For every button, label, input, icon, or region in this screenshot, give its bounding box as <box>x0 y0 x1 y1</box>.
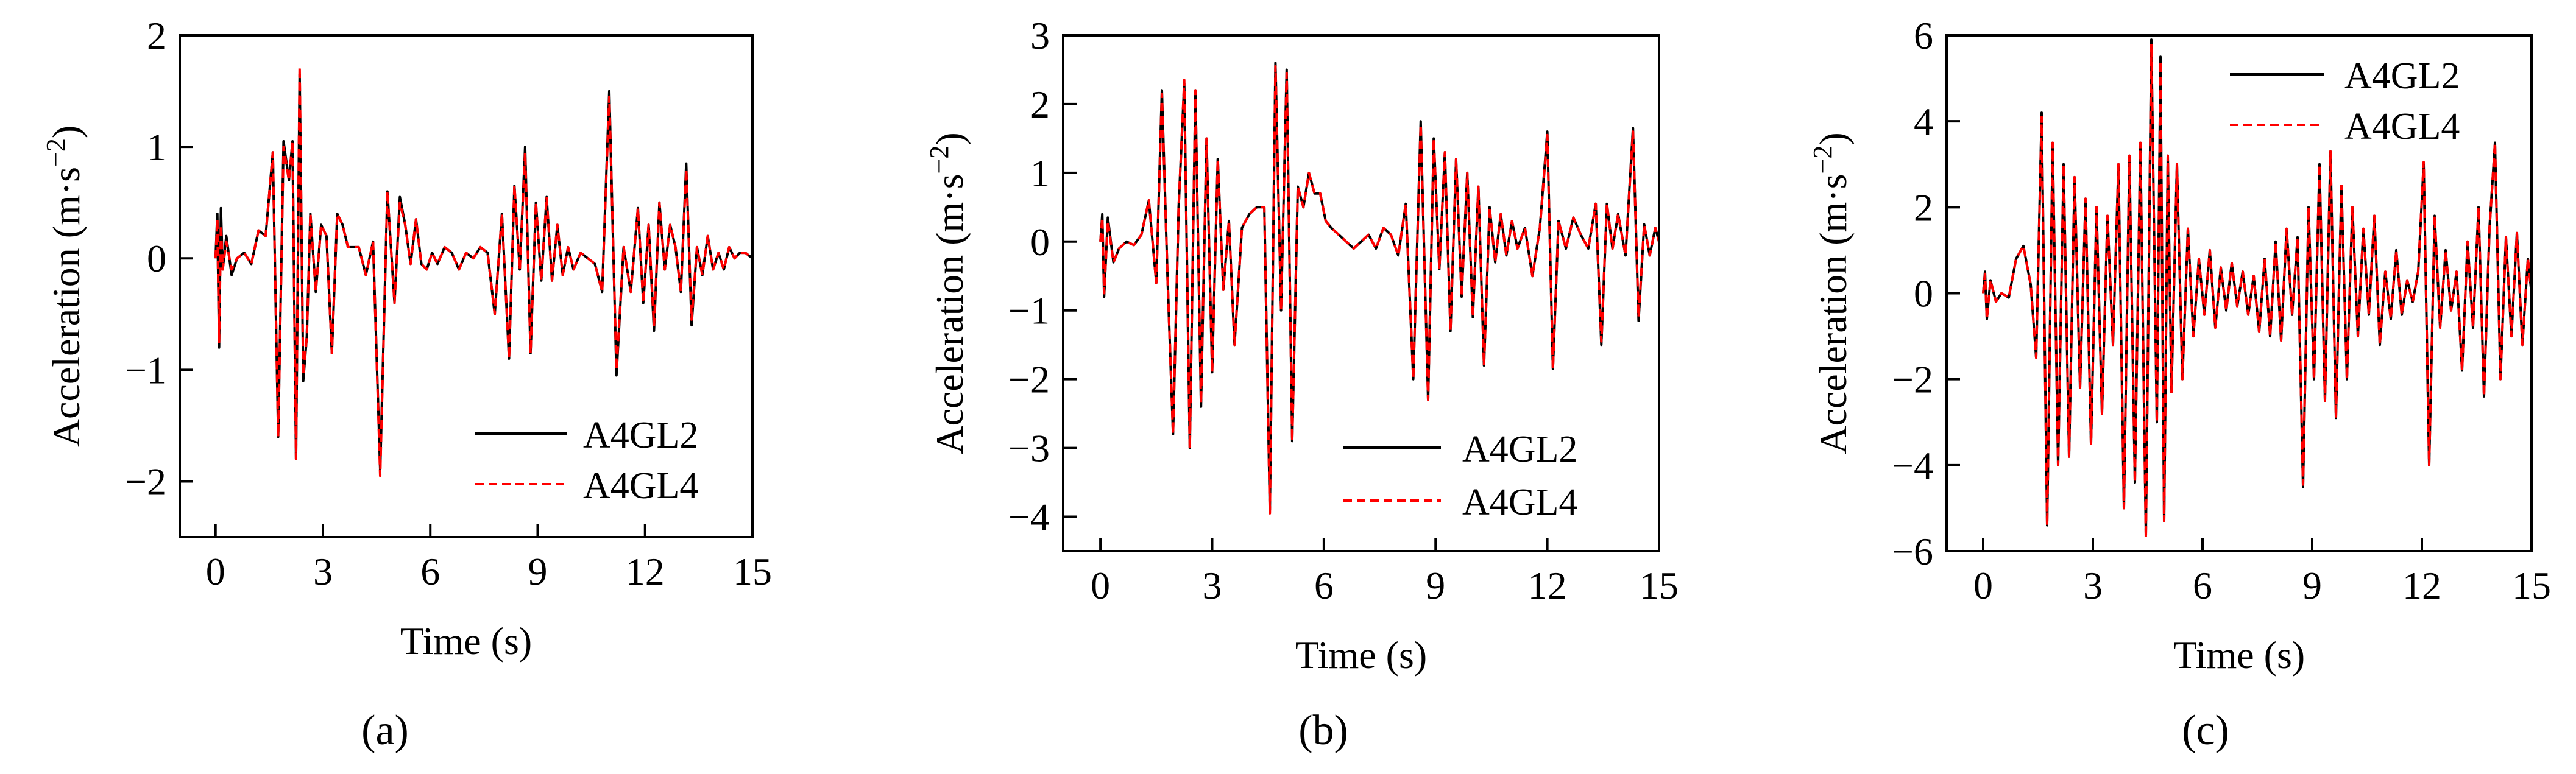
x-tick-label: 0 <box>1973 564 1993 607</box>
x-tick-label: 0 <box>1091 564 1110 607</box>
y-axis-label-sup: −2 <box>924 146 954 174</box>
legend-label-a4gl2: A4GL2 <box>1462 429 1577 470</box>
y-tick-label: −2 <box>125 460 166 503</box>
x-tick-label: 12 <box>1528 564 1567 607</box>
x-tick-label: 3 <box>2083 564 2103 607</box>
legend: A4GL2 A4GL4 <box>2230 55 2460 147</box>
y-tick-label: −2 <box>1008 358 1050 401</box>
series-line-a4gl4 <box>1099 65 1659 515</box>
y-axis-label-close: ) <box>1811 132 1855 145</box>
y-axis-label-sup: −2 <box>1808 146 1838 174</box>
series-line-a4gl4 <box>214 65 752 477</box>
y-tick-label: 6 <box>1914 14 1933 57</box>
y-axis-label: Acceleration (m·s−2) <box>1808 132 1855 454</box>
y-axis-label: Acceleration (m·s−2) <box>41 125 88 447</box>
legend-label-a4gl4: A4GL4 <box>1462 482 1577 523</box>
y-tick-label: 2 <box>147 14 166 57</box>
y-axis-label-main: Acceleration (m·s <box>928 174 971 454</box>
x-tick-label: 6 <box>420 550 440 593</box>
chart-panel-c: 0 3 6 9 12 15 −6 −4 −2 0 2 4 6 Time (s) Acceleration (… <box>1808 14 2551 754</box>
plot-frame <box>1062 34 1660 552</box>
y-tick-label: −1 <box>1008 289 1050 332</box>
x-tick-label: 15 <box>1640 564 1679 607</box>
y-tick-label: −6 <box>1892 530 1933 573</box>
panel-caption: (a) <box>361 707 409 754</box>
x-axis-label: Time (s) <box>1295 633 1427 677</box>
legend-label-a4gl2: A4GL2 <box>2344 55 2460 97</box>
x-tick-label: 15 <box>733 550 772 593</box>
series-line-a4gl4 <box>1982 43 2532 540</box>
legend: A4GL2 A4GL4 <box>475 415 698 507</box>
x-tick-label: 9 <box>1426 564 1445 607</box>
y-tick-label: 0 <box>1914 272 1933 315</box>
y-tick-label: −2 <box>1892 358 1933 401</box>
plot-frame <box>179 34 754 538</box>
x-tick-label: 3 <box>1203 564 1222 607</box>
x-axis-label: Time (s) <box>400 619 532 663</box>
y-tick-label: −3 <box>1008 427 1050 470</box>
x-tick-label: 15 <box>2512 564 2551 607</box>
x-tick-label: 6 <box>1314 564 1334 607</box>
x-tick-label: 9 <box>2302 564 2322 607</box>
y-tick-label: −4 <box>1892 444 1933 487</box>
y-tick-label: 1 <box>147 125 166 169</box>
y-tick-label: 2 <box>1914 186 1933 229</box>
y-axis-label-main: Acceleration (m·s <box>44 167 88 447</box>
panel-caption: (c) <box>2182 707 2229 754</box>
x-tick-label: 9 <box>528 550 548 593</box>
y-axis-label-main: Acceleration (m·s <box>1811 174 1855 454</box>
x-tick-label: 6 <box>2193 564 2212 607</box>
y-tick-label: 0 <box>1030 220 1050 264</box>
legend-label-a4gl2: A4GL2 <box>583 415 698 456</box>
x-tick-label: 0 <box>206 550 225 593</box>
legend-label-a4gl4: A4GL4 <box>583 465 698 507</box>
y-tick-label: 1 <box>1030 152 1050 195</box>
y-tick-label: −1 <box>125 348 166 392</box>
x-axis-label: Time (s) <box>2173 633 2305 677</box>
panel-caption: (b) <box>1298 707 1348 754</box>
y-axis-label: Acceleration (m·s−2) <box>924 132 971 454</box>
y-tick-label: −4 <box>1008 496 1050 539</box>
y-tick-label: 4 <box>1914 100 1933 143</box>
y-tick-label: 2 <box>1030 83 1050 126</box>
x-tick-label: 12 <box>626 550 665 593</box>
y-axis-label-close: ) <box>928 132 971 145</box>
x-tick-label: 12 <box>2402 564 2441 607</box>
y-axis-label-sup: −2 <box>41 138 71 167</box>
y-tick-label: 3 <box>1030 14 1050 57</box>
y-tick-label: 0 <box>147 237 166 280</box>
legend-label-a4gl4: A4GL4 <box>2344 106 2460 147</box>
x-tick-label: 3 <box>313 550 333 593</box>
legend: A4GL2 A4GL4 <box>1343 429 1577 523</box>
y-axis-label-close: ) <box>44 125 88 138</box>
